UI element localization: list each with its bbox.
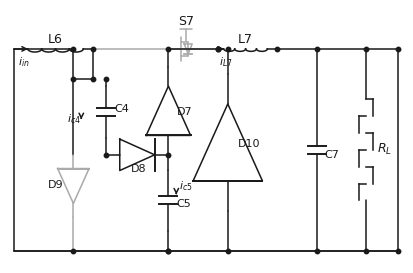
Text: $i_{in}$: $i_{in}$ xyxy=(18,55,30,69)
Text: L6: L6 xyxy=(48,32,63,46)
Text: $R_L$: $R_L$ xyxy=(377,142,392,158)
Text: C4: C4 xyxy=(114,104,129,114)
Text: L7: L7 xyxy=(238,32,253,46)
Text: $i_{L7}$: $i_{L7}$ xyxy=(219,55,233,69)
Text: C5: C5 xyxy=(177,199,192,209)
Text: D10: D10 xyxy=(238,139,261,149)
Text: S7: S7 xyxy=(178,15,194,28)
Text: $i_{c4}$: $i_{c4}$ xyxy=(67,112,81,126)
Text: D8: D8 xyxy=(131,164,147,174)
Text: D9: D9 xyxy=(48,180,63,191)
Text: $i_{c5}$: $i_{c5}$ xyxy=(179,180,193,193)
Text: C7: C7 xyxy=(324,150,339,160)
Text: D7: D7 xyxy=(176,107,192,117)
